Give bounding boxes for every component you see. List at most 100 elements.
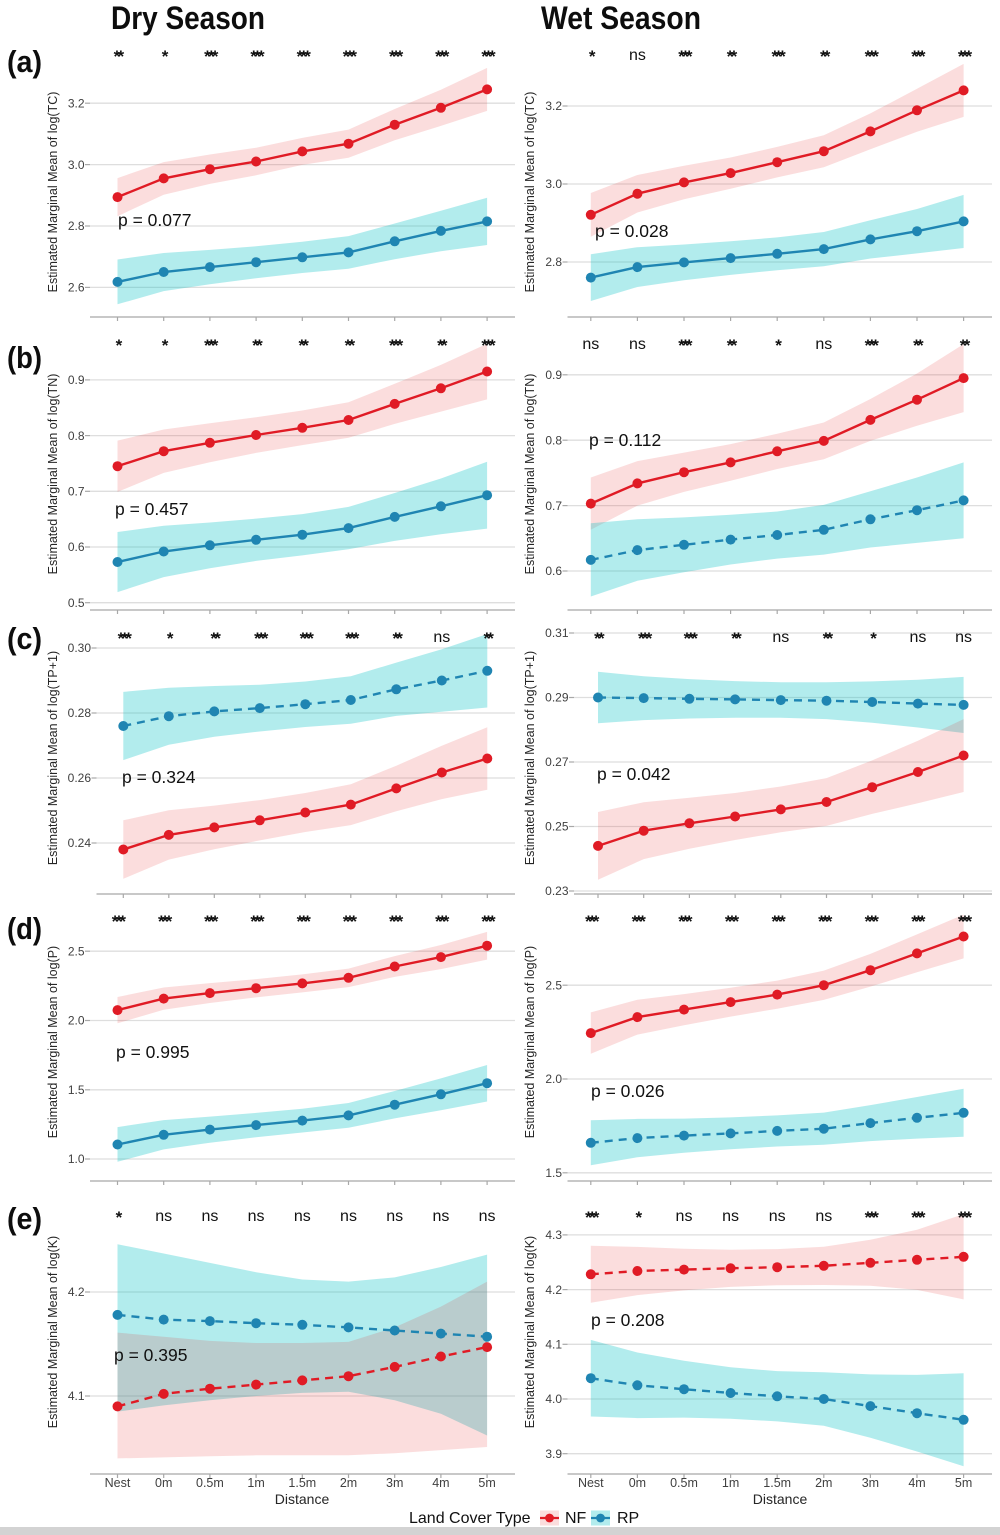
svg-text:1.5: 1.5 bbox=[68, 1083, 85, 1097]
svg-text:5m: 5m bbox=[478, 1476, 495, 1490]
svg-text:1m: 1m bbox=[247, 1476, 264, 1490]
svg-text:ns: ns bbox=[815, 1208, 832, 1225]
svg-text:0.24: 0.24 bbox=[68, 836, 92, 850]
svg-text:ns: ns bbox=[629, 336, 646, 353]
svg-text:4m: 4m bbox=[908, 1476, 925, 1490]
svg-text:Nest: Nest bbox=[578, 1476, 604, 1490]
svg-text:1.5m: 1.5m bbox=[288, 1476, 316, 1490]
svg-text:2.8: 2.8 bbox=[545, 255, 562, 269]
svg-text:(c): (c) bbox=[7, 621, 42, 656]
svg-text:3.2: 3.2 bbox=[68, 96, 85, 110]
svg-text:0.9: 0.9 bbox=[545, 368, 562, 382]
svg-text:ns: ns bbox=[769, 1208, 786, 1225]
svg-text:ns: ns bbox=[722, 1208, 739, 1225]
svg-text:ns: ns bbox=[815, 336, 832, 353]
svg-text:0.28: 0.28 bbox=[68, 706, 92, 720]
svg-text:ns: ns bbox=[155, 1208, 172, 1225]
svg-text:ns: ns bbox=[386, 1208, 403, 1225]
svg-text:RP: RP bbox=[617, 1510, 639, 1527]
svg-text:p = 0.995: p = 0.995 bbox=[116, 1042, 189, 1062]
svg-text:4.0: 4.0 bbox=[545, 1392, 562, 1406]
svg-text:3.9: 3.9 bbox=[545, 1447, 562, 1461]
svg-text:Nest: Nest bbox=[105, 1476, 131, 1490]
svg-text:Estimated Marginal Mean of log: Estimated Marginal Mean of log(TP+1) bbox=[46, 651, 60, 865]
svg-text:2.6: 2.6 bbox=[68, 281, 85, 295]
svg-text:Estimated Marginal Mean of log: Estimated Marginal Mean of log(TN) bbox=[523, 374, 537, 575]
svg-text:0.7: 0.7 bbox=[68, 485, 85, 499]
svg-text:Estimated Marginal Mean of log: Estimated Marginal Mean of log(P) bbox=[523, 946, 537, 1138]
svg-text:Estimated Marginal Mean of log: Estimated Marginal Mean of log(TN) bbox=[46, 374, 60, 575]
svg-text:4.2: 4.2 bbox=[545, 1283, 562, 1297]
svg-text:p = 0.457: p = 0.457 bbox=[115, 499, 188, 519]
svg-text:ns: ns bbox=[772, 629, 789, 646]
svg-text:ns: ns bbox=[201, 1208, 218, 1225]
svg-text:ns: ns bbox=[479, 1208, 496, 1225]
svg-text:0m: 0m bbox=[629, 1476, 646, 1490]
svg-text:5m: 5m bbox=[955, 1476, 972, 1490]
svg-text:Estimated Marginal Mean of log: Estimated Marginal Mean of log(TC) bbox=[46, 92, 60, 293]
svg-text:1m: 1m bbox=[722, 1476, 739, 1490]
svg-text:0.5: 0.5 bbox=[68, 596, 85, 610]
svg-text:1.0: 1.0 bbox=[68, 1152, 85, 1166]
svg-text:4.1: 4.1 bbox=[68, 1389, 85, 1403]
svg-text:p = 0.042: p = 0.042 bbox=[597, 764, 670, 784]
svg-text:4m: 4m bbox=[432, 1476, 449, 1490]
svg-text:(b): (b) bbox=[7, 340, 42, 375]
svg-text:0.8: 0.8 bbox=[545, 433, 562, 447]
svg-text:p = 0.324: p = 0.324 bbox=[122, 767, 196, 787]
svg-text:p = 0.077: p = 0.077 bbox=[118, 210, 191, 230]
svg-text:ns: ns bbox=[955, 629, 972, 646]
svg-text:0.25: 0.25 bbox=[545, 820, 569, 834]
svg-text:0.5m: 0.5m bbox=[196, 1476, 224, 1490]
svg-text:0.6: 0.6 bbox=[68, 540, 85, 554]
svg-text:p = 0.112: p = 0.112 bbox=[589, 430, 661, 450]
svg-text:NF: NF bbox=[565, 1510, 587, 1527]
svg-text:p = 0.395: p = 0.395 bbox=[114, 1345, 187, 1365]
svg-text:0.8: 0.8 bbox=[68, 429, 85, 443]
svg-text:0.7: 0.7 bbox=[545, 499, 562, 513]
svg-text:2m: 2m bbox=[340, 1476, 357, 1490]
svg-text:p = 0.028: p = 0.028 bbox=[595, 221, 668, 241]
svg-text:ns: ns bbox=[432, 1208, 449, 1225]
svg-text:3m: 3m bbox=[862, 1476, 879, 1490]
svg-text:1.5: 1.5 bbox=[545, 1166, 562, 1180]
svg-text:(a): (a) bbox=[7, 44, 42, 79]
svg-text:0.23: 0.23 bbox=[545, 884, 569, 898]
svg-text:ns: ns bbox=[676, 1208, 693, 1225]
svg-text:Estimated Marginal Mean of log: Estimated Marginal Mean of log(TP+1) bbox=[523, 651, 537, 865]
svg-text:Wet Season: Wet Season bbox=[541, 0, 701, 36]
svg-text:ns: ns bbox=[433, 629, 450, 646]
svg-text:Estimated Marginal Mean of log: Estimated Marginal Mean of log(K) bbox=[523, 1236, 537, 1428]
svg-text:p = 0.208: p = 0.208 bbox=[591, 1310, 664, 1330]
svg-text:0.29: 0.29 bbox=[545, 691, 569, 705]
svg-text:4.1: 4.1 bbox=[545, 1338, 562, 1352]
svg-text:2.5: 2.5 bbox=[545, 979, 562, 993]
svg-text:2.0: 2.0 bbox=[68, 1014, 85, 1028]
svg-text:0m: 0m bbox=[155, 1476, 172, 1490]
svg-text:ns: ns bbox=[294, 1208, 311, 1225]
svg-text:4.3: 4.3 bbox=[545, 1228, 562, 1242]
svg-text:3m: 3m bbox=[386, 1476, 403, 1490]
svg-text:1.5m: 1.5m bbox=[763, 1476, 791, 1490]
svg-text:0.6: 0.6 bbox=[545, 564, 562, 578]
svg-text:2.8: 2.8 bbox=[68, 219, 85, 233]
svg-text:3.2: 3.2 bbox=[545, 99, 562, 113]
svg-text:ns: ns bbox=[909, 629, 926, 646]
svg-text:3.0: 3.0 bbox=[545, 177, 562, 191]
svg-text:0.9: 0.9 bbox=[68, 373, 85, 387]
svg-text:Estimated Marginal Mean of log: Estimated Marginal Mean of log(K) bbox=[46, 1236, 60, 1428]
svg-text:0.30: 0.30 bbox=[68, 641, 92, 655]
svg-text:0.31: 0.31 bbox=[545, 626, 569, 640]
svg-text:Distance: Distance bbox=[275, 1491, 330, 1507]
svg-text:ns: ns bbox=[248, 1208, 265, 1225]
svg-text:0.5m: 0.5m bbox=[670, 1476, 698, 1490]
svg-text:ns: ns bbox=[582, 336, 599, 353]
svg-text:(e): (e) bbox=[7, 1201, 42, 1236]
svg-text:0.27: 0.27 bbox=[545, 755, 569, 769]
svg-text:Distance: Distance bbox=[753, 1491, 808, 1507]
svg-text:Land Cover Type: Land Cover Type bbox=[409, 1510, 531, 1527]
svg-text:p = 0.026: p = 0.026 bbox=[591, 1081, 664, 1101]
svg-text:Estimated Marginal Mean of log: Estimated Marginal Mean of log(TC) bbox=[523, 92, 537, 293]
svg-text:2m: 2m bbox=[815, 1476, 832, 1490]
svg-text:Dry Season: Dry Season bbox=[111, 0, 265, 36]
